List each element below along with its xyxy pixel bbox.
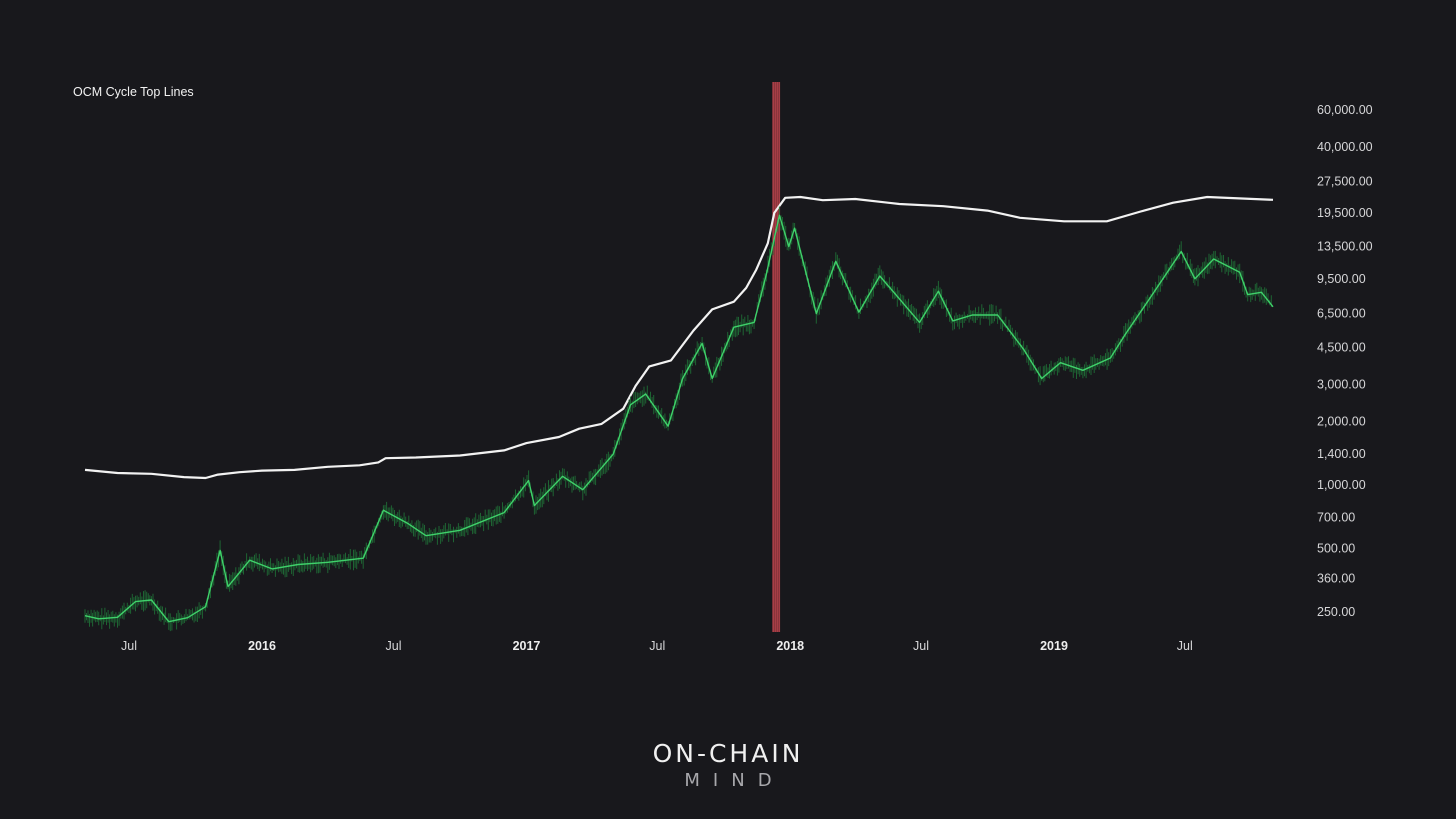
highlight-band-layer — [772, 82, 781, 632]
x-tick-month-label: Jul — [386, 639, 402, 653]
price-series-line — [84, 214, 1274, 623]
x-tick-month-label: Jul — [913, 639, 929, 653]
price-wicks — [84, 206, 1272, 632]
y-tick-label: 13,500.00 — [1317, 240, 1373, 254]
x-tick-month-label: Jul — [121, 639, 137, 653]
y-tick-label: 6,500.00 — [1317, 307, 1366, 321]
y-tick-label: 1,400.00 — [1317, 447, 1366, 461]
top-line-series — [84, 195, 1274, 480]
y-tick-label: 700.00 — [1317, 511, 1355, 525]
x-tick-year-label: 2018 — [776, 639, 804, 653]
y-tick-label: 19,500.00 — [1317, 206, 1373, 220]
y-tick-label: 500.00 — [1317, 542, 1355, 556]
y-tick-label: 250.00 — [1317, 605, 1355, 619]
x-tick-year-label: 2017 — [513, 639, 541, 653]
logo-line2: MIND — [684, 770, 785, 791]
y-tick-label: 60,000.00 — [1317, 103, 1373, 117]
y-tick-label: 360.00 — [1317, 572, 1355, 586]
y-axis: 60,000.00 40,000.00 27,500.00 19,500.00 13,5… — [1317, 103, 1373, 619]
y-tick-label: 27,500.00 — [1317, 174, 1373, 188]
x-tick-year-label: 2016 — [248, 639, 276, 653]
series-layer — [84, 195, 1274, 632]
y-tick-label: 3,000.00 — [1317, 377, 1366, 391]
y-tick-label: 9,500.00 — [1317, 272, 1366, 286]
x-tick-year-label: 2019 — [1040, 639, 1068, 653]
brand-logo: ON-CHAIN MIND — [0, 738, 1456, 792]
logo-line1: ON-CHAIN — [652, 739, 804, 768]
y-tick-label: 1,000.00 — [1317, 478, 1366, 492]
x-tick-month-label: Jul — [1177, 639, 1193, 653]
y-tick-label: 4,500.00 — [1317, 340, 1366, 354]
y-tick-label: 40,000.00 — [1317, 140, 1373, 154]
y-tick-label: 2,000.00 — [1317, 415, 1366, 429]
price-wick-path — [84, 206, 1272, 632]
x-tick-month-label: Jul — [649, 639, 665, 653]
highlight-band — [772, 82, 781, 632]
x-axis: Jul 2016 Jul 2017 Jul 2018 Jul 2019 Jul — [121, 639, 1193, 653]
chart-title: OCM Cycle Top Lines — [73, 85, 194, 99]
